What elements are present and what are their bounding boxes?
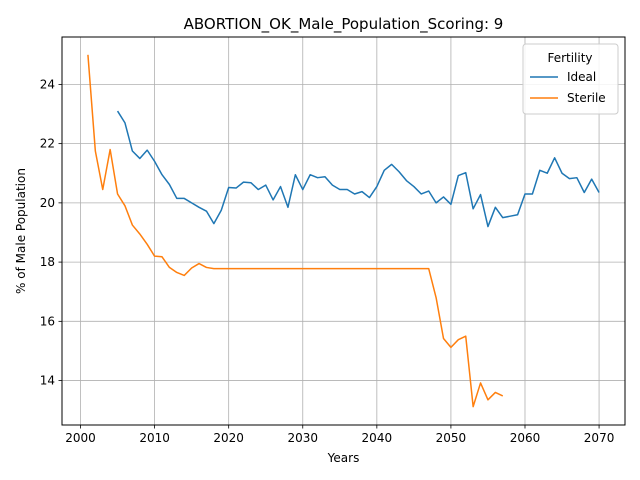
x-tick-label: 2040 [362, 431, 393, 445]
legend-label-ideal: Ideal [567, 70, 596, 84]
chart-title: ABORTION_OK_Male_Population_Scoring: 9 [184, 15, 504, 34]
y-tick-label: 22 [40, 137, 55, 151]
legend-label-sterile: Sterile [567, 91, 606, 105]
y-tick-label: 20 [40, 196, 55, 210]
y-axis-label: % of Male Population [14, 168, 28, 294]
y-tick-label: 16 [40, 314, 55, 328]
x-tick-label: 2070 [584, 431, 615, 445]
x-tick-label: 2050 [436, 431, 467, 445]
x-tick-label: 2060 [510, 431, 541, 445]
y-tick-label: 18 [40, 255, 55, 269]
x-tick-label: 2030 [287, 431, 318, 445]
legend-title: Fertility [547, 51, 592, 65]
y-tick-label: 14 [40, 374, 55, 388]
x-tick-label: 2000 [65, 431, 96, 445]
x-tick-label: 2010 [139, 431, 170, 445]
x-axis-label: Years [327, 451, 360, 465]
legend: Fertility Ideal Sterile [523, 44, 618, 114]
x-tick-label: 2020 [213, 431, 244, 445]
y-tick-label: 24 [40, 77, 55, 91]
